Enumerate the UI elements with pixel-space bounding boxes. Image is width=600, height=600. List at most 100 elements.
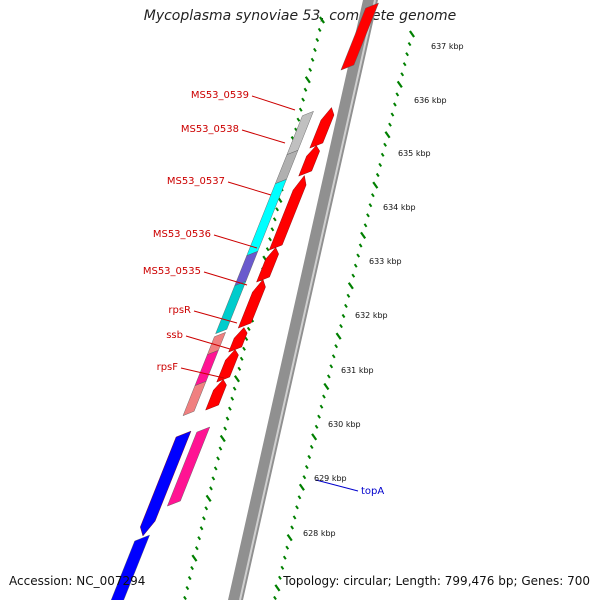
tick-outer [237,366,242,371]
tick-inner [290,525,294,530]
scale-label-631: 631 kbp [341,366,374,375]
tick-inner [334,344,339,349]
scale-label-632: 632 kbp [355,311,388,320]
tick-outer [213,466,218,471]
tick-inner [280,565,285,570]
tick-outer [228,406,232,411]
tick-inner [388,122,392,127]
tick-outer [318,16,326,24]
tick-outer [242,346,246,351]
scale-label-637: 637 kbp [431,42,464,51]
tick-inner [383,142,387,147]
tick-outer [199,526,204,531]
tick-inner [358,243,363,248]
tick-inner [347,282,354,290]
cds-ms53-0535 [237,279,266,329]
gene-label-rpsr-leader [193,310,238,324]
tick-inner [346,293,351,298]
tick-inner [341,313,346,319]
tick-outer [233,375,240,383]
tick-inner [363,223,368,228]
tick-inner [322,394,326,399]
cds-ms53-0536 [256,247,279,283]
tick-inner [326,374,331,379]
tick-outer [187,575,192,581]
tick-outer [296,117,301,122]
scale-label-629: 629 kbp [314,474,347,483]
scale-label-628: 628 kbp [303,529,336,538]
tick-inner [329,364,334,369]
tick-inner [375,172,380,178]
tick-inner [356,253,361,258]
tick-inner [317,414,321,419]
tick-inner [314,424,319,429]
tick-outer [232,386,237,391]
gene-label-ms53-0536: MS53_0536 [153,229,211,240]
tick-inner [311,433,318,441]
tick-inner [323,382,330,391]
tick-inner [344,303,348,309]
gene-label-topa: topA [361,486,384,497]
tick-outer [211,476,216,481]
scale-labels: 637 kbp 636 kbp 635 kbp 634 kbp 633 kbp 632 k… [303,42,464,538]
accession-text: Accession: NC_007294 [9,574,146,588]
tick-outer [313,47,317,52]
tick-outer [185,585,190,591]
topology-text: Topology: circular; Length: 799,476 bp; … [283,574,590,588]
tick-inner [405,52,409,57]
tick-inner [285,545,290,550]
gene-label-ms53-0538: MS53_0538 [181,124,239,135]
tick-inner [307,454,312,460]
tick-outer [204,506,209,511]
cds-bottom [110,534,150,600]
gene-label-ms53-0539-leader [251,95,296,111]
tick-inner [335,332,342,340]
gene-label-ms53-0537-leader [227,181,272,196]
scale-label-636: 636 kbp [414,96,447,105]
gene-label-rpsf: rpsF [157,362,179,373]
gene-label-ssb: ssb [166,330,183,341]
tick-outer [265,247,270,252]
tick-outer [272,217,277,222]
gene-features [110,2,379,600]
tick-inner [278,575,282,580]
gene-label-topa-leader [315,479,359,492]
tick-inner [360,231,367,240]
track2-ms53-0536 [234,250,259,287]
gene-label-ms53-0539: MS53_0539 [191,90,249,101]
tick-outer [303,87,308,92]
tick-inner [402,62,407,67]
tick-outer [216,456,220,461]
tick-inner [384,131,391,139]
track2-rpsf [182,380,207,417]
tick-outer [244,336,249,341]
tick-inner [378,162,383,168]
tick-outer [310,57,315,62]
tick-inner [282,555,287,560]
gene-label-ms53-0536-leader [213,234,258,249]
tick-inner [295,505,299,510]
tick-inner [396,80,403,88]
tick-inner [407,41,412,47]
tick-inner [309,444,314,450]
track2-ssb [194,349,219,387]
genome-backbone [228,0,378,600]
tick-outer [317,27,322,33]
track2-ms53-0539 [286,110,314,156]
tick-outer [239,356,244,361]
scale-label-633: 633 kbp [369,257,402,266]
scale-label-635: 635 kbp [398,149,431,158]
tick-inner [302,475,307,480]
gene-label-rpsr: rpsR [168,305,191,316]
map-title: Mycoplasma synoviae 53, complete genome [143,8,457,24]
tick-inner [380,152,385,157]
tick-inner [393,102,397,107]
tick-outer [230,396,235,401]
tick-inner [304,464,309,470]
tick-outer [225,416,230,421]
tick-inner [395,92,400,97]
track2-topa [166,426,211,507]
tick-inner [339,323,343,329]
gene-label-ssb-leader [185,335,231,350]
tick-inner [319,404,324,409]
